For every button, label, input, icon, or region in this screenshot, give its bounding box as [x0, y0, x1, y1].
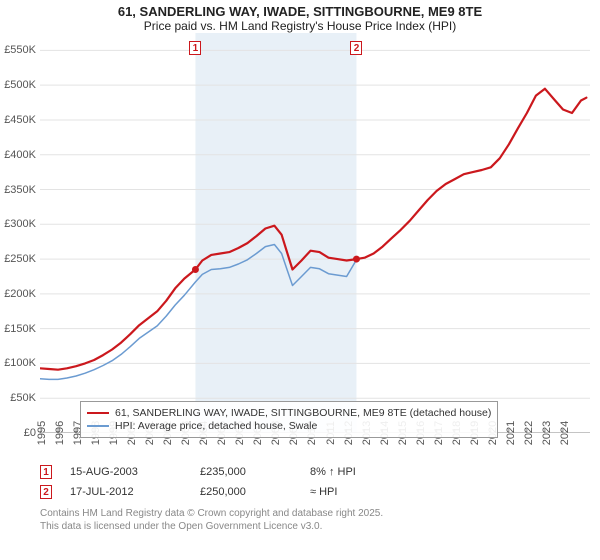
chart-title-block: 61, SANDERLING WAY, IWADE, SITTINGBOURNE…	[0, 0, 600, 33]
x-tick-label: 1996	[54, 421, 66, 445]
legend: 61, SANDERLING WAY, IWADE, SITTINGBOURNE…	[80, 401, 498, 438]
footnote: Contains HM Land Registry data © Crown c…	[40, 507, 590, 533]
chart-area: £0£50K£100K£150K£200K£250K£300K£350K£400…	[40, 33, 590, 433]
y-tick-label: £250K	[4, 253, 36, 265]
legend-label: 61, SANDERLING WAY, IWADE, SITTINGBOURNE…	[115, 407, 491, 419]
legend-row: HPI: Average price, detached house, Swal…	[87, 420, 491, 432]
below-chart: 1 15-AUG-2003£235,0008% ↑ HPI 2 17-JUL-2012…	[40, 465, 590, 533]
sale-date: 15-AUG-2003	[70, 466, 200, 478]
y-tick-label: £200K	[4, 288, 36, 300]
y-tick-label: £50K	[10, 392, 36, 404]
x-tick-label: 2023	[541, 421, 553, 445]
title-line-1: 61, SANDERLING WAY, IWADE, SITTINGBOURNE…	[0, 4, 600, 19]
footnote-line-1: Contains HM Land Registry data © Crown c…	[40, 507, 590, 520]
x-tick-label: 2024	[559, 421, 571, 445]
sale-row: 1 15-AUG-2003£235,0008% ↑ HPI	[40, 465, 590, 479]
x-tick-label: 1995	[36, 421, 48, 445]
sale-hpi-relation: 8% ↑ HPI	[310, 466, 356, 478]
y-tick-label: £0	[24, 427, 36, 439]
y-tick-label: £450K	[4, 114, 36, 126]
sale-marker-box: 1	[189, 41, 201, 55]
plot-svg	[40, 33, 590, 433]
y-tick-label: £550K	[4, 44, 36, 56]
y-tick-label: £300K	[4, 218, 36, 230]
y-tick-label: £400K	[4, 149, 36, 161]
x-tick-label: 2022	[523, 421, 535, 445]
legend-swatch	[87, 425, 109, 427]
y-tick-label: £350K	[4, 184, 36, 196]
legend-label: HPI: Average price, detached house, Swal…	[115, 420, 317, 432]
y-axis-labels: £0£50K£100K£150K£200K£250K£300K£350K£400…	[0, 33, 38, 433]
legend-row: 61, SANDERLING WAY, IWADE, SITTINGBOURNE…	[87, 407, 491, 419]
legend-swatch	[87, 412, 109, 414]
x-tick-label: 2021	[505, 421, 517, 445]
title-line-2: Price paid vs. HM Land Registry's House …	[0, 19, 600, 33]
footnote-line-2: This data is licensed under the Open Gov…	[40, 520, 590, 533]
sale-marker-box: 2	[350, 41, 362, 55]
y-tick-label: £100K	[4, 357, 36, 369]
y-tick-label: £500K	[4, 79, 36, 91]
sale-price: £250,000	[200, 486, 310, 498]
sale-row: 2 17-JUL-2012£250,000≈ HPI	[40, 485, 590, 499]
y-tick-label: £150K	[4, 323, 36, 335]
sale-row-marker: 1	[40, 465, 52, 479]
sale-hpi-relation: ≈ HPI	[310, 486, 337, 498]
sales-rows: 1 15-AUG-2003£235,0008% ↑ HPI 2 17-JUL-2012…	[40, 465, 590, 499]
sale-date: 17-JUL-2012	[70, 486, 200, 498]
sale-row-marker: 2	[40, 485, 52, 499]
sale-price: £235,000	[200, 466, 310, 478]
